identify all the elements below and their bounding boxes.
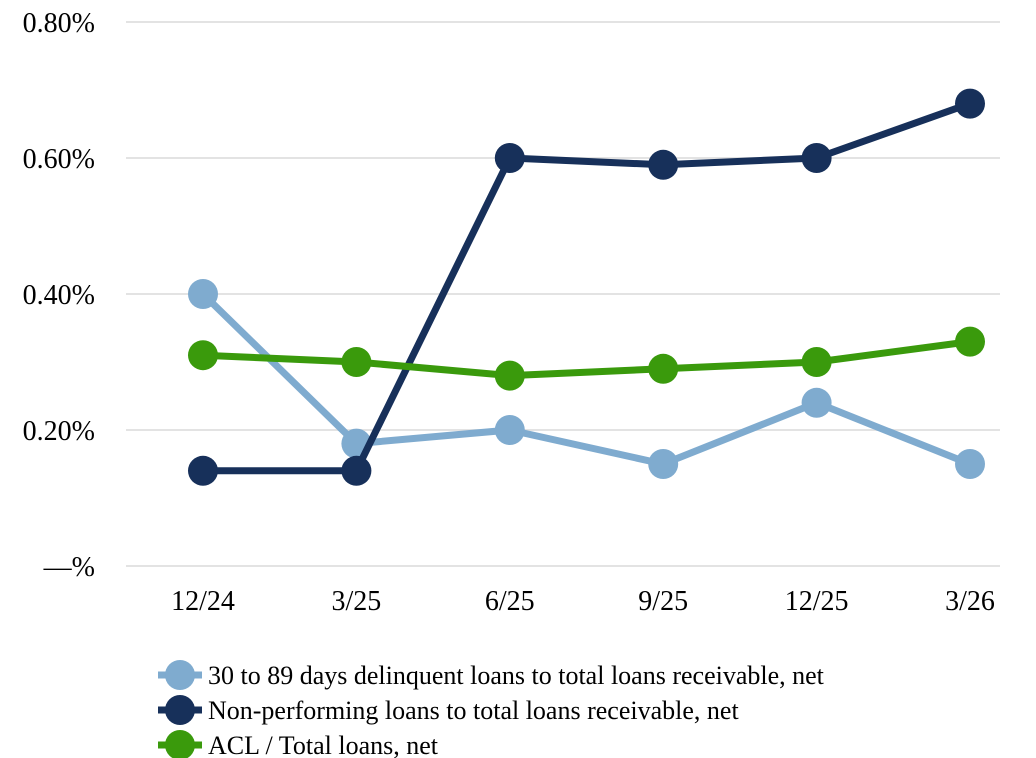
y-tick-label: —% (43, 552, 95, 583)
data-point-marker (341, 347, 372, 377)
data-point-marker (341, 455, 372, 486)
x-tick-label: 3/26 (945, 586, 995, 617)
data-point-marker (188, 340, 218, 371)
y-tick-label: 0.20% (23, 416, 95, 447)
y-tick-label: 0.80% (23, 8, 95, 39)
y-tick-label: 0.60% (23, 144, 95, 175)
x-tick-label: 12/25 (785, 586, 849, 617)
data-point-marker (648, 353, 679, 384)
data-point-marker (494, 415, 525, 445)
x-tick-label: 12/24 (171, 586, 235, 617)
x-tick-label: 3/25 (332, 586, 382, 617)
series-1 (188, 279, 985, 479)
legend: 30 to 89 days delinquent loans to total … (158, 660, 825, 758)
x-tick-label: 9/25 (638, 586, 688, 617)
legend-item: ACL / Total loans, net (158, 730, 439, 758)
legend-label: 30 to 89 days delinquent loans to total … (208, 661, 825, 690)
series-line (199, 338, 974, 380)
series-3 (188, 326, 985, 391)
data-point-marker (494, 143, 525, 173)
data-point-marker (801, 347, 832, 377)
x-tick-label: 6/25 (485, 586, 535, 617)
legend-swatch-marker (165, 695, 195, 725)
data-point-marker (494, 360, 525, 391)
data-point-marker (648, 449, 679, 479)
data-point-marker (648, 149, 679, 180)
data-point-marker (955, 449, 985, 479)
data-point-marker (801, 143, 832, 173)
data-point-marker (188, 279, 218, 309)
legend-swatch-marker (165, 730, 195, 758)
gridlines (126, 21, 1000, 567)
legend-item: Non-performing loans to total loans rece… (158, 695, 739, 725)
series-2 (188, 88, 985, 486)
data-point-marker (801, 387, 832, 418)
data-point-marker (955, 88, 985, 119)
x-axis-tick-labels: 12/24 3/25 6/25 9/25 12/25 3/26 (171, 586, 995, 617)
data-point-marker (955, 326, 985, 357)
series-lines (188, 88, 985, 486)
legend-swatch-marker (165, 660, 195, 690)
y-axis-tick-labels: —% 0.20% 0.40% 0.60% 0.80% (23, 8, 95, 583)
y-tick-label: 0.40% (23, 280, 95, 311)
legend-label: ACL / Total loans, net (208, 731, 439, 758)
legend-label: Non-performing loans to total loans rece… (208, 696, 739, 725)
series-line (199, 290, 974, 468)
series-line (199, 100, 974, 475)
data-point-marker (188, 455, 218, 486)
legend-item: 30 to 89 days delinquent loans to total … (158, 660, 825, 690)
